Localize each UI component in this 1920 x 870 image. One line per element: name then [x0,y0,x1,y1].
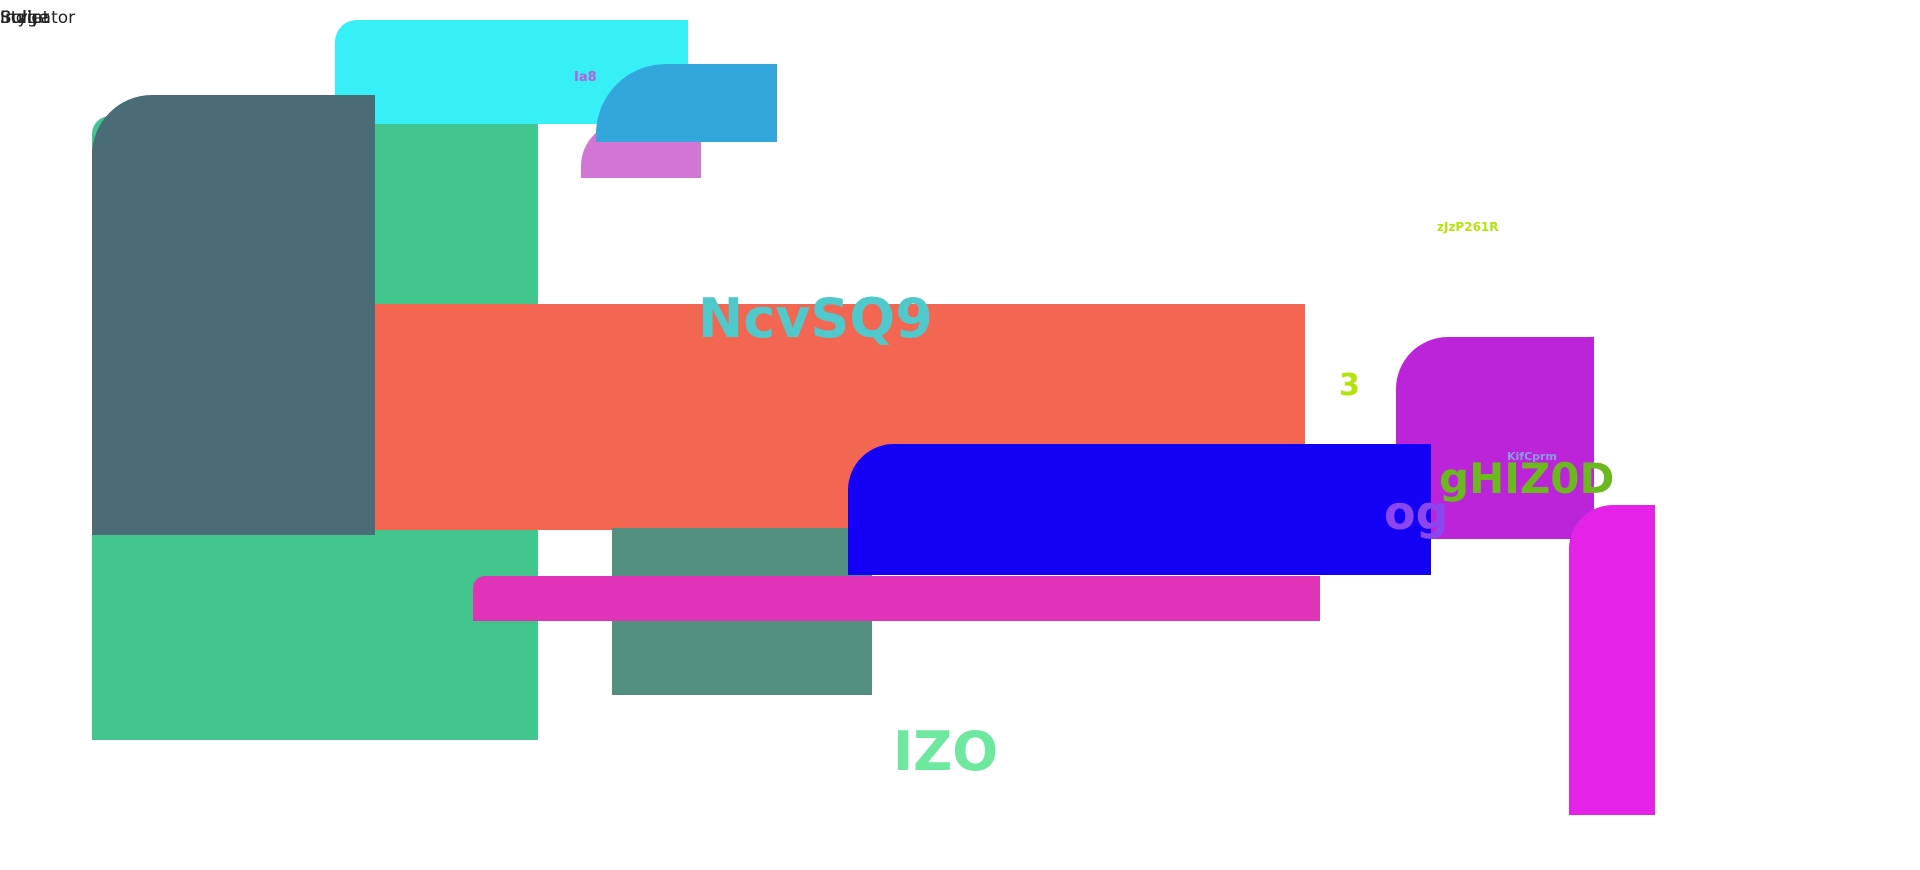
corner-label: Style [0,8,43,28]
label-three: 3 [1339,368,1360,403]
fuchsia-rect [1569,505,1655,815]
label-zjzp261r: zJzP261R [1437,220,1499,234]
corner-label: Indicator [0,8,76,28]
label-ncvsq9: NcvSQ9 [698,287,933,350]
label-og: og [1384,486,1449,540]
sky-rect [596,64,777,142]
label-ia8: Ia8 [574,70,597,85]
label-kifcprm: KifCprm [1507,450,1557,463]
corner-label: Script [0,8,50,28]
corner-label: Bulge [0,8,49,28]
magenta-rect [473,576,1320,621]
label-izo: IZO [893,720,999,783]
label-ghiz0d: gHIZ0D [1439,454,1615,503]
blue-rect [848,444,1431,575]
slate-rect [92,95,375,535]
